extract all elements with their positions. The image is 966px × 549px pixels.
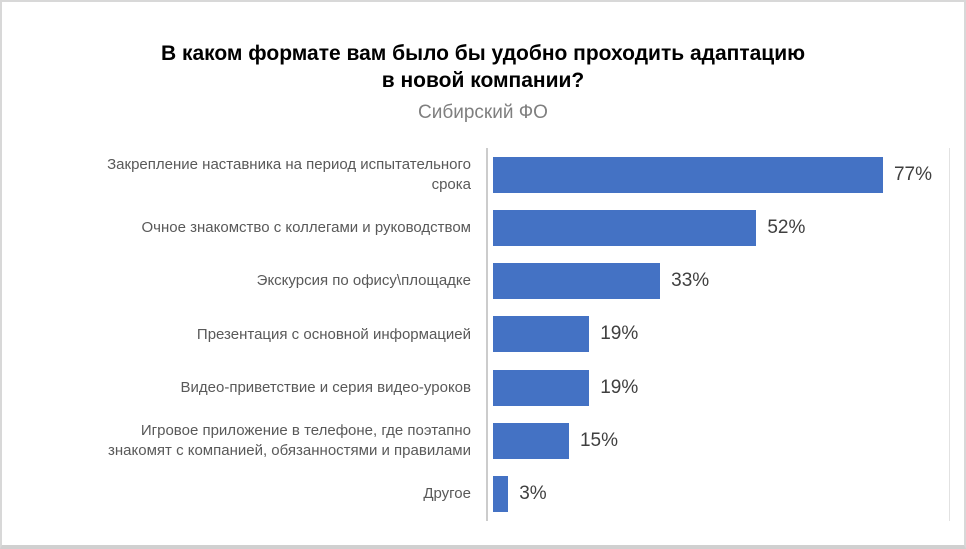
- bar-row: Видео-приветствие и серия видео-уроков 19…: [2, 361, 964, 414]
- bar-row: Очное знакомство с коллегами и руководст…: [2, 201, 964, 254]
- plot-area: Закрепление наставника на период испытат…: [2, 148, 964, 521]
- value-label: 15%: [579, 430, 618, 452]
- bar-track: 77%: [488, 148, 964, 201]
- bar: [493, 476, 509, 513]
- bar-row: Другое 3%: [2, 468, 964, 521]
- category-axis-line: [486, 148, 488, 521]
- category-label: Презентация с основной информацией: [196, 325, 471, 343]
- value-label: 19%: [600, 376, 639, 398]
- bar-track: 15%: [488, 414, 964, 467]
- bar-track: 3%: [488, 468, 964, 521]
- value-label: 19%: [600, 323, 639, 345]
- bar: [493, 316, 590, 353]
- chart-header: В каком формате вам было бы удобно прохо…: [2, 2, 964, 124]
- bar-rows: Закрепление наставника на период испытат…: [2, 148, 964, 521]
- chart-subtitle: Сибирский ФО: [418, 101, 548, 123]
- bar-track: 19%: [488, 361, 964, 414]
- bar-row: Экскурсия по офису\площадке 33%: [2, 255, 964, 308]
- category-label: Другое: [423, 485, 471, 503]
- bar-row: Презентация с основной информацией 19%: [2, 308, 964, 361]
- plot-right-border: [949, 148, 950, 521]
- bar-row: Закрепление наставника на период испытат…: [2, 148, 964, 201]
- bar-row: Игровое приложение в телефоне, где поэта…: [2, 414, 964, 467]
- bar: [493, 209, 757, 246]
- chart-title: В каком формате вам было бы удобно прохо…: [160, 42, 806, 93]
- category-label: Видео-приветствие и серия видео-уроков: [180, 378, 471, 396]
- bar: [493, 156, 883, 193]
- bar: [493, 263, 661, 300]
- value-label: 33%: [671, 270, 710, 292]
- value-label: 3%: [519, 483, 547, 505]
- bar-track: 19%: [488, 308, 964, 361]
- category-label: Экскурсия по офису\площадке: [256, 272, 471, 290]
- category-label: Очное знакомство с коллегами и руководст…: [141, 219, 471, 237]
- bar: [493, 369, 590, 406]
- value-label: 77%: [893, 163, 932, 185]
- bar-track: 52%: [488, 201, 964, 254]
- bar: [493, 423, 569, 460]
- category-label: Закрепление наставника на период испытат…: [107, 155, 471, 193]
- bar-track: 33%: [488, 255, 964, 308]
- value-label: 52%: [767, 216, 806, 238]
- category-label: Игровое приложение в телефоне, где поэта…: [108, 422, 471, 460]
